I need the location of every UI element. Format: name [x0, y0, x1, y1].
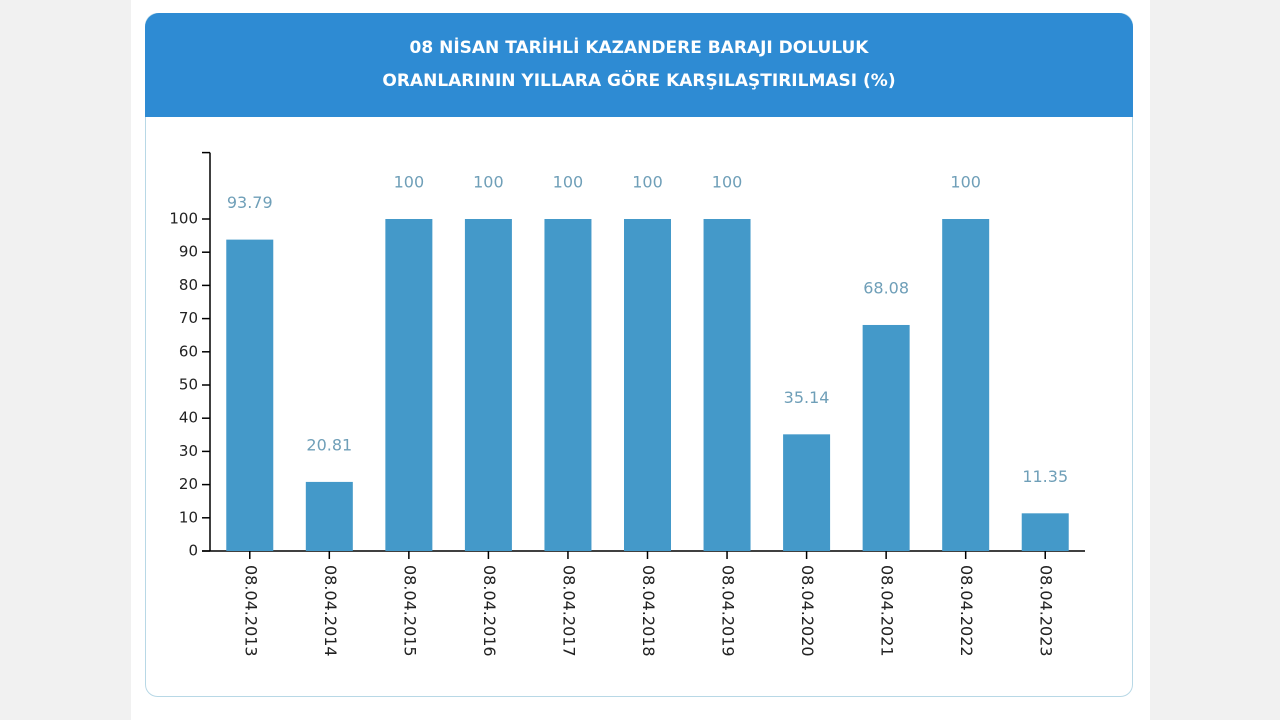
x-tick-label: 08.04.2014 — [321, 565, 340, 657]
chart-title: 08 NİSAN TARİHLİ KAZANDERE BARAJI DOLULU… — [382, 38, 896, 91]
y-tick-label: 20 — [179, 475, 198, 493]
value-label: 93.79 — [227, 193, 273, 212]
y-tick-label: 40 — [179, 409, 198, 427]
value-label: 100 — [632, 173, 663, 192]
bar — [624, 219, 671, 551]
bar — [464, 219, 512, 551]
y-tick-label: 50 — [179, 376, 198, 394]
x-tick-label: 08.04.2019 — [719, 565, 738, 657]
y-tick-label: 60 — [179, 342, 198, 360]
value-label: 68.08 — [863, 278, 909, 297]
x-tick-label: 08.04.2018 — [639, 565, 658, 657]
value-label: 100 — [950, 173, 981, 192]
x-tick-label: 08.04.2013 — [241, 565, 260, 657]
y-tick-label: 70 — [179, 309, 198, 327]
y-tick-label: 100 — [169, 210, 198, 228]
value-label: 20.81 — [306, 435, 352, 454]
y-tick-label: 0 — [188, 542, 198, 560]
x-tick-label: 08.04.2022 — [957, 565, 976, 657]
x-tick-label: 08.04.2021 — [878, 565, 897, 657]
bar — [544, 219, 592, 551]
bar — [783, 434, 831, 551]
y-tick-label: 90 — [179, 243, 198, 261]
bar — [942, 219, 990, 551]
x-tick-label: 08.04.2020 — [798, 565, 817, 657]
y-tick-label: 10 — [179, 508, 198, 526]
value-label: 100 — [394, 173, 425, 192]
bar — [862, 324, 910, 551]
x-tick-label: 08.04.2017 — [559, 565, 578, 657]
x-tick-label: 08.04.2016 — [480, 565, 499, 657]
value-label: 11.35 — [1022, 467, 1068, 486]
value-label: 100 — [473, 173, 504, 192]
x-tick-label: 08.04.2015 — [400, 565, 419, 657]
bar — [1021, 513, 1069, 551]
value-label: 100 — [712, 173, 743, 192]
bar — [305, 481, 353, 551]
bar — [226, 239, 274, 552]
value-label: 100 — [553, 173, 584, 192]
bar — [385, 219, 433, 551]
y-tick-label: 30 — [179, 442, 198, 460]
x-tick-label: 08.04.2023 — [1037, 565, 1056, 657]
bar — [703, 219, 751, 551]
card-header — [145, 13, 1133, 117]
value-label: 35.14 — [784, 388, 830, 407]
y-tick-label: 80 — [179, 276, 198, 294]
